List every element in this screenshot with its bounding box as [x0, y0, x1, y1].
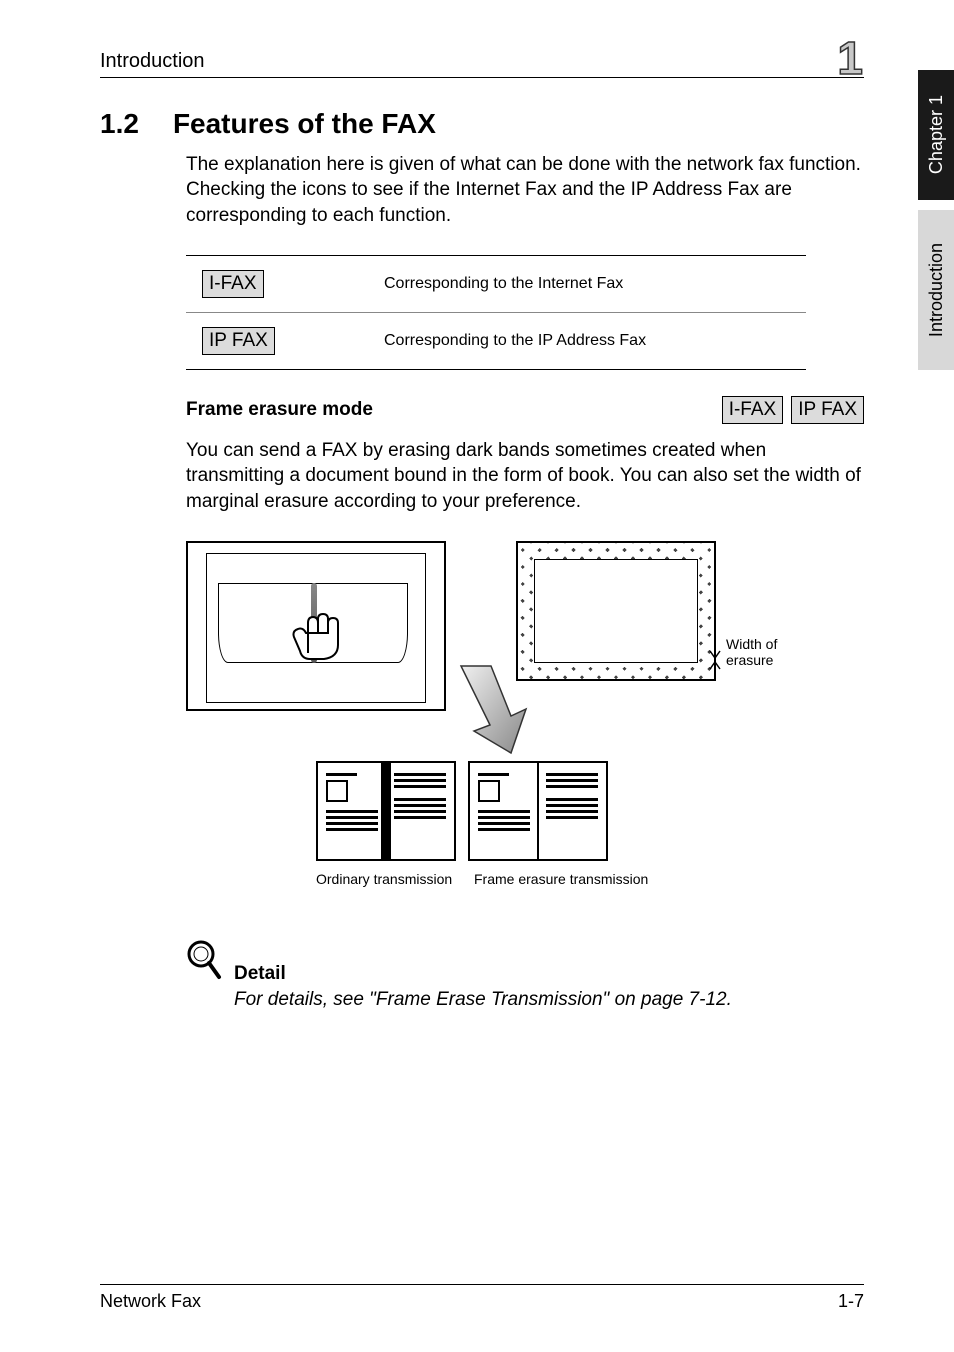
table-cell-badge: I-FAX: [186, 256, 376, 312]
detail-body: For details, see "Frame Erase Transmissi…: [234, 989, 732, 1011]
subsection-body: You can send a FAX by erasing dark bands…: [186, 438, 864, 515]
arrow-up-icon: [708, 661, 722, 679]
section-intro: The explanation here is given of what ca…: [186, 152, 864, 229]
table-cell-desc: Corresponding to the Internet Fax: [376, 261, 806, 307]
frame-erasure-diagram: Width of erasure: [186, 541, 826, 921]
side-tab-chapter: Chapter 1: [918, 70, 954, 200]
side-tab-chapter-label: Chapter 1: [926, 95, 947, 174]
table-row: IP FAX Corresponding to the IP Address F…: [186, 313, 806, 369]
scanner-illustration: [186, 541, 446, 711]
erased-margin-illustration: [516, 541, 716, 681]
ifax-badge: I-FAX: [722, 396, 784, 424]
ordinary-transmission-illustration: [316, 761, 456, 861]
frame-erasure-transmission-illustration: [468, 761, 608, 861]
running-title: Introduction: [100, 50, 205, 73]
table-cell-desc: Corresponding to the IP Address Fax: [376, 318, 806, 364]
side-tab-section: Introduction: [918, 210, 954, 370]
arrow-down-icon: [708, 641, 722, 659]
table-row: I-FAX Corresponding to the Internet Fax: [186, 256, 806, 313]
subsection-title: Frame erasure mode: [186, 399, 373, 421]
ifax-badge: I-FAX: [202, 270, 264, 298]
caption-ordinary: Ordinary transmission: [316, 871, 452, 887]
detail-note: Detail For details, see "Frame Erase Tra…: [186, 939, 864, 1011]
width-label-line2: erasure: [726, 652, 773, 668]
result-pages: [316, 761, 608, 861]
detail-heading: Detail: [234, 963, 732, 985]
section-number: 1.2: [100, 108, 139, 140]
footer-left: Network Fax: [100, 1291, 201, 1312]
icon-legend-table: I-FAX Corresponding to the Internet Fax …: [186, 255, 806, 370]
running-header: Introduction 1: [100, 40, 864, 78]
width-label-line1: Width of: [726, 636, 777, 652]
section-heading: 1.2 Features of the FAX: [100, 108, 864, 140]
table-cell-badge: IP FAX: [186, 313, 376, 369]
section-title: Features of the FAX: [173, 108, 436, 140]
width-of-erasure-label: Width of erasure: [726, 636, 777, 668]
magnifier-icon: [186, 939, 222, 983]
ipfax-badge: IP FAX: [791, 396, 864, 424]
caption-erase: Frame erasure transmission: [474, 871, 648, 887]
page: Chapter 1 Introduction Introduction 1 1.…: [0, 0, 954, 1352]
page-footer: Network Fax 1-7: [100, 1284, 864, 1312]
hand-icon: [288, 598, 348, 668]
side-tab-section-label: Introduction: [926, 243, 947, 337]
subsection-header: Frame erasure mode I-FAX IP FAX: [186, 396, 864, 424]
chapter-number: 1: [837, 40, 864, 77]
footer-page-number: 1-7: [838, 1291, 864, 1312]
ipfax-badge: IP FAX: [202, 327, 275, 355]
